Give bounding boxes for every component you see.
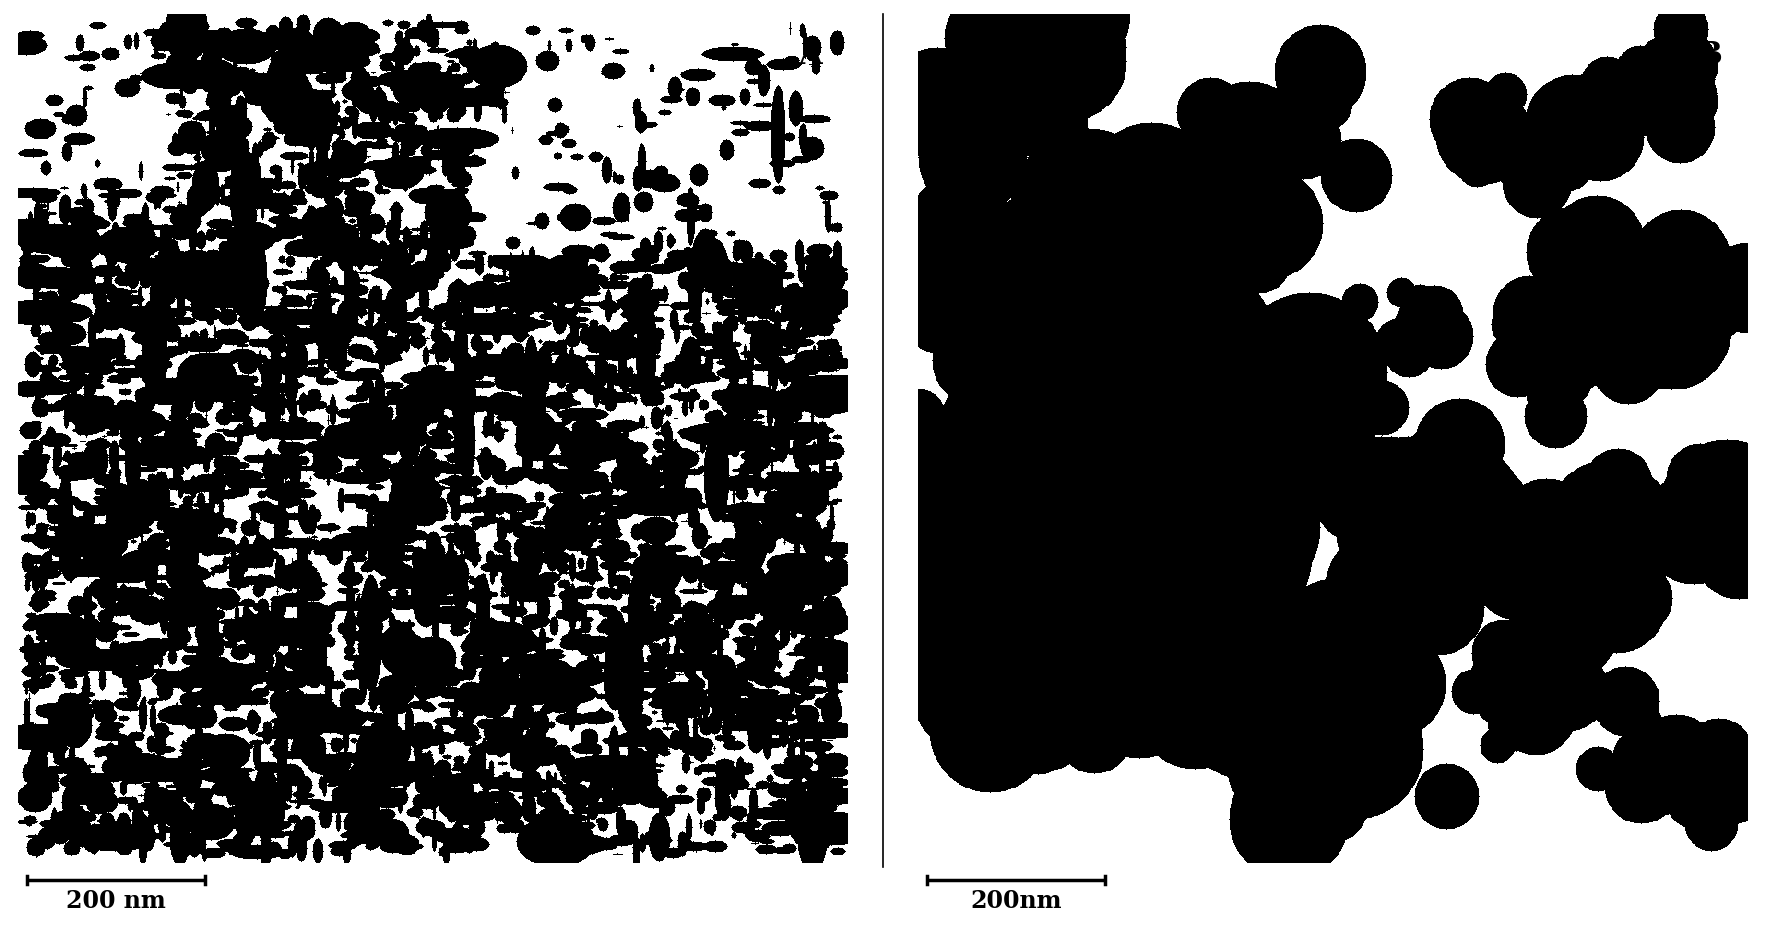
Text: 200 nm: 200 nm (66, 889, 166, 913)
Text: 200nm: 200nm (969, 889, 1062, 913)
Text: B: B (1696, 40, 1721, 71)
Text: A: A (798, 40, 822, 71)
